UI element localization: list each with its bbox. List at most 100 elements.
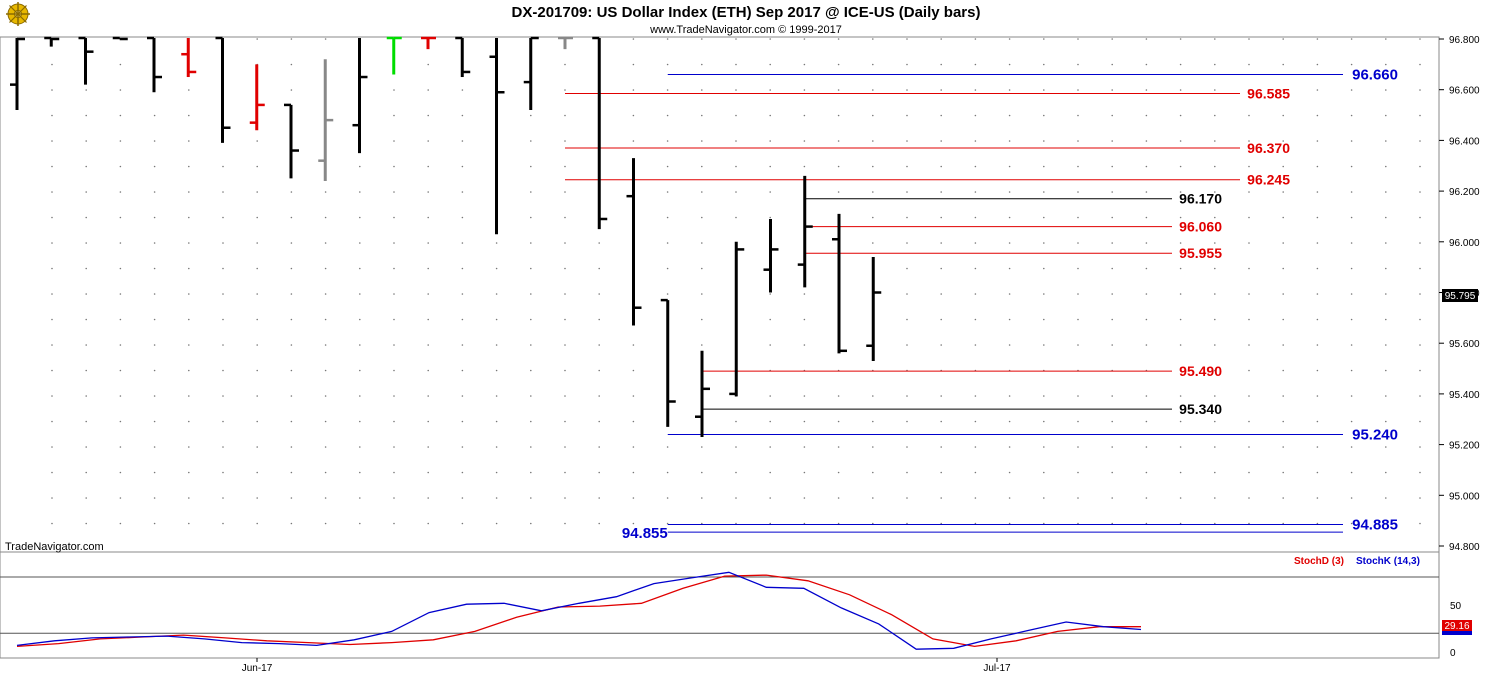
grid-dot <box>1008 318 1011 321</box>
level-label: 96.245 <box>1247 172 1290 188</box>
grid-dot <box>769 344 771 346</box>
grid-dot <box>769 38 771 40</box>
grid-dot <box>153 446 156 448</box>
grid-dot <box>1316 420 1319 423</box>
grid-dot <box>735 38 737 40</box>
grid-dot <box>495 293 498 295</box>
grid-dot <box>1385 165 1387 168</box>
grid-dot <box>222 344 224 346</box>
grid-dot <box>735 497 737 499</box>
ohlc-bar <box>112 36 128 41</box>
grid-dot <box>837 140 840 142</box>
grid-dot <box>632 369 635 372</box>
grid-dot <box>495 318 498 321</box>
level-label: 95.955 <box>1179 245 1222 261</box>
ohlc-bar <box>763 218 779 293</box>
grid-dot <box>222 267 224 270</box>
grid-dot <box>803 114 806 117</box>
grid-dot <box>1419 318 1421 321</box>
grid-dot <box>872 446 874 448</box>
grid-dot <box>119 420 122 423</box>
grid-dot <box>974 242 977 244</box>
grid-dot <box>1248 471 1250 474</box>
grid-dot <box>188 522 190 525</box>
date-tick-label: Jun-17 <box>242 663 273 674</box>
grid-dot <box>769 318 771 321</box>
grid-dot <box>290 395 293 397</box>
grid-dot <box>1043 242 1045 244</box>
grid-dot <box>359 446 361 448</box>
grid-dot <box>564 165 566 168</box>
grid-dot <box>1248 420 1250 423</box>
grid-dot <box>1419 344 1421 346</box>
grid-dot <box>290 89 293 91</box>
grid-dot <box>530 140 532 142</box>
grid-dot <box>1316 522 1319 525</box>
ohlc-bar <box>147 36 162 93</box>
ohlc-bar <box>797 175 813 288</box>
grid-dot <box>769 191 771 193</box>
grid-dot <box>1008 38 1011 40</box>
grid-dot <box>1111 522 1113 525</box>
grid-dot <box>1282 242 1284 244</box>
grid-dot <box>666 522 669 525</box>
grid-dot <box>1111 497 1113 499</box>
grid-dot <box>1145 344 1148 346</box>
grid-dot <box>1316 344 1319 346</box>
stoch-value-badge <box>1442 620 1472 631</box>
grid-dot <box>803 497 806 499</box>
grid-dot <box>803 522 806 525</box>
ohlc-bar <box>386 36 402 75</box>
grid-dot <box>1282 114 1284 117</box>
grid-dot <box>837 89 840 91</box>
grid-dot <box>769 522 771 525</box>
grid-dot <box>598 242 600 244</box>
grid-dot <box>1385 216 1387 219</box>
grid-dot <box>632 446 635 448</box>
grid-dot <box>427 420 430 423</box>
grid-dot <box>153 216 156 219</box>
grid-dot <box>837 63 840 66</box>
price-tick-label: 96.000 <box>1449 238 1480 249</box>
grid-dot <box>290 344 293 346</box>
grid-dot <box>1282 318 1284 321</box>
grid-dot <box>598 446 600 448</box>
grid-dot <box>153 318 156 321</box>
grid-dot <box>1248 165 1250 168</box>
grid-dot <box>666 63 669 66</box>
grid-dot <box>837 114 840 117</box>
grid-dot <box>735 89 737 91</box>
grid-dot <box>872 140 874 142</box>
grid-dot <box>1077 89 1079 91</box>
grid-dot <box>153 497 156 499</box>
grid-dot <box>1248 114 1250 117</box>
stoch-value-badge-k <box>1442 631 1472 635</box>
grid-dot <box>769 63 771 66</box>
grid-dot <box>1316 395 1319 397</box>
grid-dot <box>153 395 156 397</box>
grid-dot <box>461 293 464 295</box>
grid-dot <box>119 446 122 448</box>
grid-dot <box>393 89 395 91</box>
grid-dot <box>1385 267 1387 270</box>
grid-dot <box>974 267 977 270</box>
grid-dot <box>940 420 942 423</box>
grid-dot <box>1350 242 1353 244</box>
grid-dot <box>974 216 977 219</box>
grid-dot <box>632 114 635 117</box>
grid-dot <box>1043 89 1045 91</box>
grid-dot <box>1282 522 1284 525</box>
ship-wheel-logo-icon <box>6 2 30 26</box>
grid-dot <box>906 522 908 525</box>
grid-dot <box>324 446 327 448</box>
grid-dot <box>393 191 395 193</box>
grid-dot <box>769 395 771 397</box>
grid-dot <box>495 420 498 423</box>
grid-dot <box>1385 344 1387 346</box>
grid-dot <box>1248 242 1250 244</box>
grid-dot <box>1179 522 1182 525</box>
grid-dot <box>1214 191 1216 193</box>
grid-dot <box>1282 395 1284 397</box>
grid-dot <box>974 114 977 117</box>
